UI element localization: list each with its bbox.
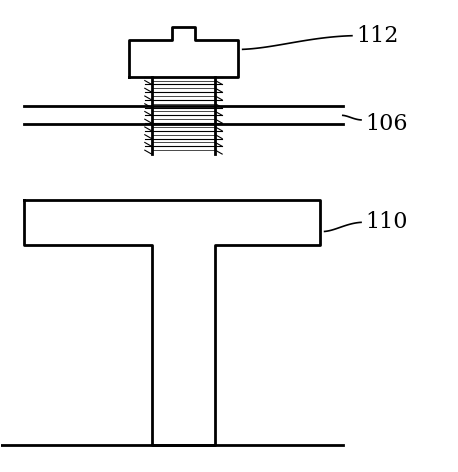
Text: 110: 110	[365, 211, 408, 233]
Text: 106: 106	[365, 113, 408, 135]
Text: 112: 112	[356, 25, 399, 47]
